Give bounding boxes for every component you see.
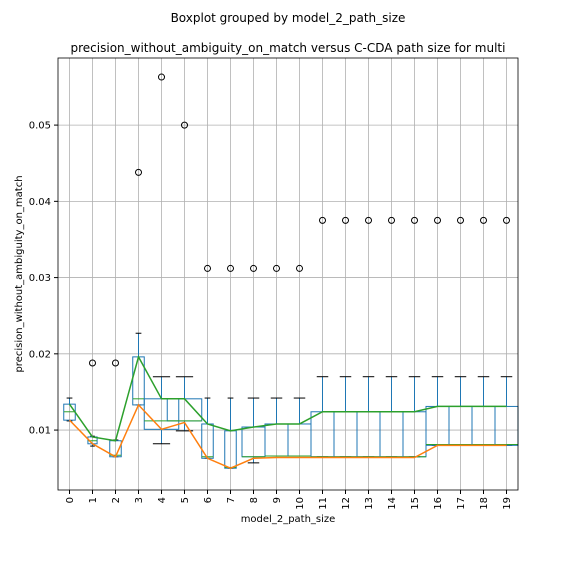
x-tick-label: 13 xyxy=(364,497,375,510)
y-tick-label: 0.02 xyxy=(29,349,51,360)
x-tick-label: 5 xyxy=(180,497,191,503)
suptitle: Boxplot grouped by model_2_path_size xyxy=(171,11,406,25)
y-tick-label: 0.03 xyxy=(29,273,51,284)
flier xyxy=(250,264,257,272)
x-axis-label: model_2_path_size xyxy=(241,514,336,525)
flier xyxy=(503,216,510,224)
flier xyxy=(112,359,119,367)
flier xyxy=(227,264,234,272)
flier xyxy=(204,264,211,272)
flier xyxy=(296,264,303,272)
flier xyxy=(480,216,487,224)
x-tick-label: 8 xyxy=(249,497,260,503)
x-tick-label: 12 xyxy=(341,497,352,510)
x-tick-label: 10 xyxy=(295,497,306,510)
flier xyxy=(181,121,188,129)
chart-title: precision_without_ambiguity_on_match ver… xyxy=(71,41,506,55)
line xyxy=(68,354,507,442)
x-tick-label: 18 xyxy=(479,497,490,510)
flier xyxy=(135,168,142,176)
x-tick-label: 6 xyxy=(203,497,214,503)
flier xyxy=(411,216,418,224)
plot-frame xyxy=(57,57,519,491)
x-tick-label: 15 xyxy=(410,497,421,510)
x-tick-label: 14 xyxy=(387,497,398,510)
flier xyxy=(365,216,372,224)
y-tick-label: 0.04 xyxy=(29,197,51,208)
flier xyxy=(388,216,395,224)
line xyxy=(68,403,507,470)
flier xyxy=(319,216,326,224)
x-tick-label: 16 xyxy=(433,497,444,510)
x-tick-label: 7 xyxy=(226,497,237,503)
flier xyxy=(457,216,464,224)
flier xyxy=(342,216,349,224)
y-tick-label: 0.01 xyxy=(29,426,51,437)
x-tick-label: 11 xyxy=(318,497,329,510)
flier xyxy=(89,359,96,367)
x-tick-label: 0 xyxy=(65,497,76,503)
flier xyxy=(158,73,165,81)
x-tick-label: 4 xyxy=(157,497,168,503)
x-tick-label: 2 xyxy=(111,497,122,503)
flier xyxy=(273,264,280,272)
x-tick-label: 9 xyxy=(272,497,283,503)
x-tick-label: 1 xyxy=(88,497,99,503)
x-tick-label: 19 xyxy=(502,497,513,510)
y-tick-label: 0.05 xyxy=(29,121,51,132)
y-axis-label: precision_without_ambiguity_on_match xyxy=(14,175,25,372)
x-tick-label: 17 xyxy=(456,497,467,510)
flier xyxy=(434,216,441,224)
x-tick-label: 3 xyxy=(134,497,145,503)
